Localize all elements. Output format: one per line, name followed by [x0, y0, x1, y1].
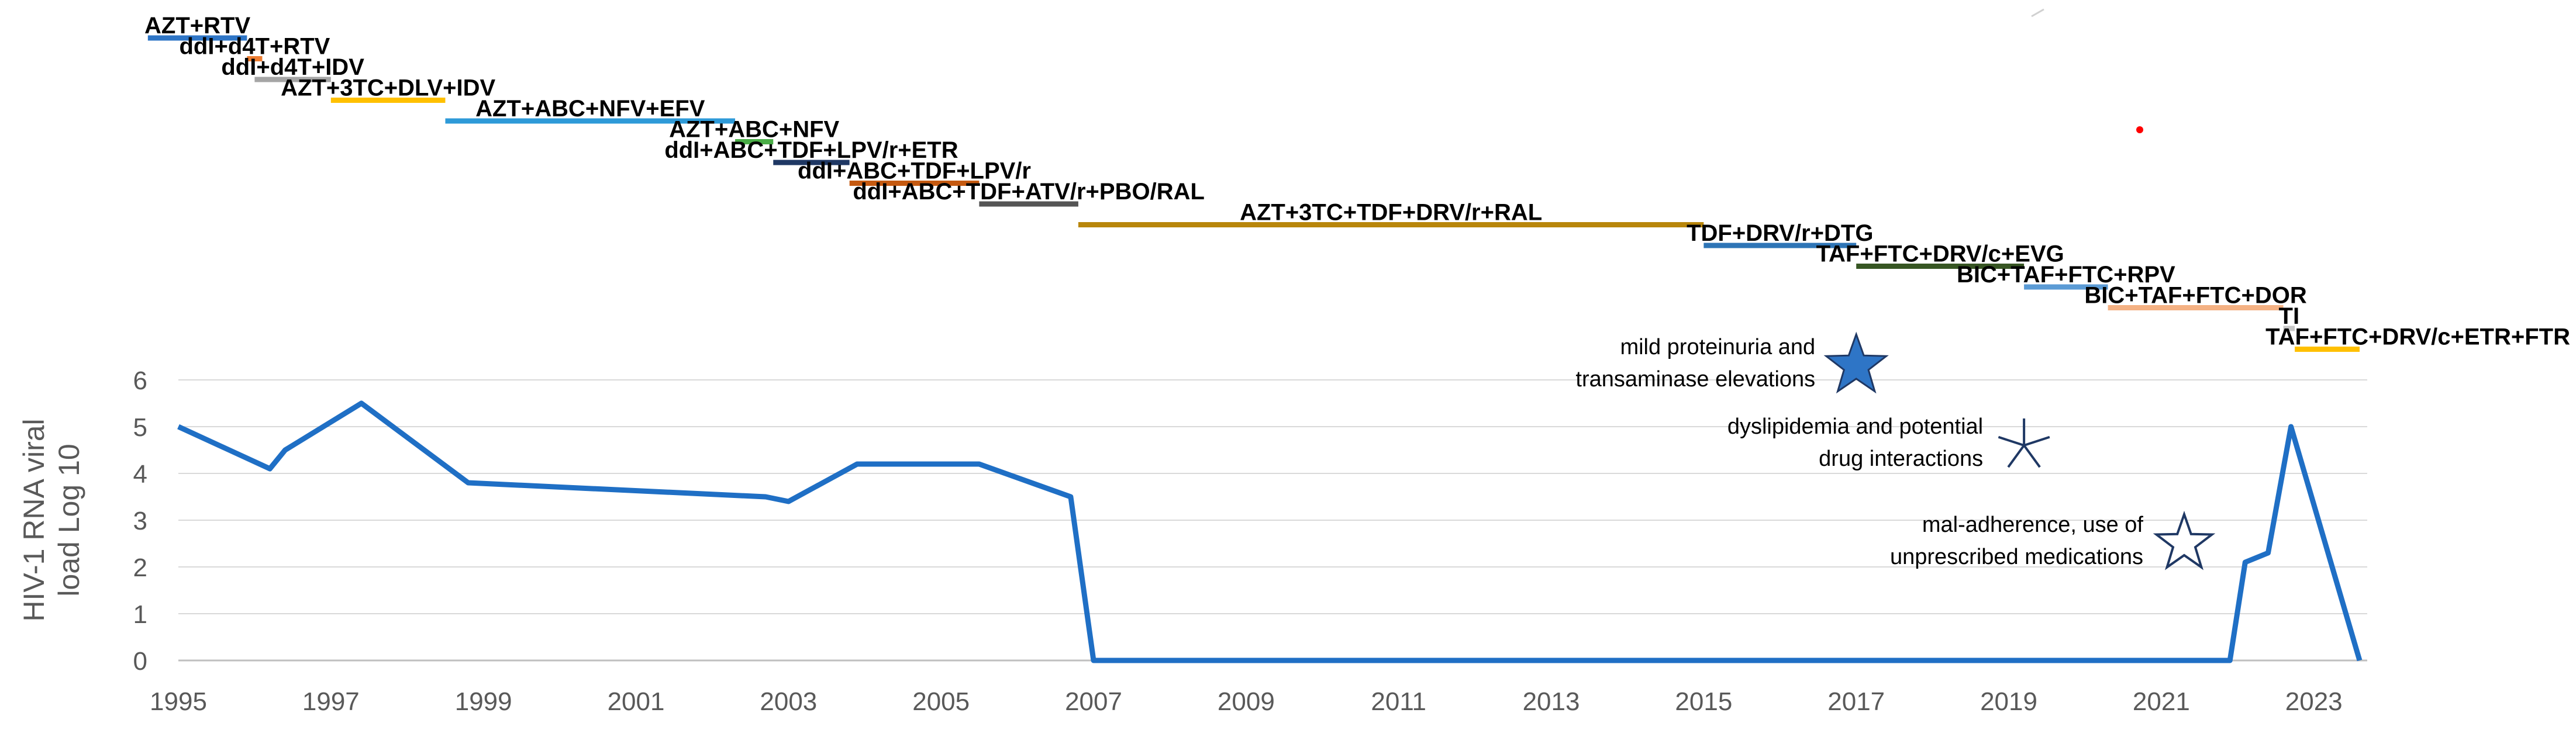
asterisk-stroke: [2024, 445, 2040, 467]
x-tick-label: 1999: [455, 687, 512, 716]
y-axis-title-line: HIV-1 RNA viral: [18, 418, 50, 621]
stray-gray-stroke: [2032, 9, 2044, 16]
regimen-label: BIC+TAF+FTC+DOR: [2084, 283, 2307, 309]
x-tick-label: 2019: [1980, 687, 2037, 716]
outline-star-icon: [2156, 514, 2212, 568]
asterisk-icon: [1998, 418, 2049, 467]
x-tick-label: 2015: [1675, 687, 1732, 716]
asterisk-stroke: [2024, 437, 2050, 445]
x-tick-label: 2011: [1371, 687, 1426, 716]
annotation-text: unprescribed medications: [1890, 545, 2143, 569]
regimen-timeline: AZT+RTVddI+d4T+RTVddI+d4T+IDVAZT+3TC+DLV…: [144, 13, 2570, 350]
regimen-label: TAF+FTC+DRV/c+ETR+FTR: [2265, 324, 2570, 350]
y-tick-label: 6: [133, 366, 147, 395]
axes: 0 1 2 3 4 5 6 1995 1997 1999 2001 2003 2005 2007 2009 2…: [18, 366, 2343, 716]
asterisk-stroke: [2008, 445, 2024, 467]
x-tick-label: 2003: [760, 687, 817, 716]
regimen-label: AZT+3TC+DLV+IDV: [281, 75, 495, 101]
annotation-text: drug interactions: [1819, 447, 1983, 471]
annotation-text: dyslipidemia and potential: [1727, 414, 1983, 439]
filled-star-icon: [1826, 334, 1887, 392]
y-tick-label: 5: [133, 413, 147, 442]
x-tick-label: 2009: [1218, 687, 1275, 716]
asterisk-stroke: [1998, 437, 2024, 445]
y-axis-title-line: load Log 10: [53, 444, 85, 596]
x-tick-label: 1997: [302, 687, 360, 716]
x-tick-label: 1995: [150, 687, 207, 716]
x-tick-label: 2023: [2285, 687, 2343, 716]
y-tick-label: 3: [133, 507, 147, 535]
annotation-text: mal-adherence, use of: [1922, 513, 2144, 537]
regimen-label: ddI+ABC+TDF+ATV/r+PBO/RAL: [853, 179, 1205, 205]
y-tick-label: 0: [133, 647, 147, 676]
x-tick-label: 2017: [1827, 687, 1885, 716]
regimen-label: AZT+3TC+TDF+DRV/r+RAL: [1240, 200, 1542, 226]
annotations: mild proteinuria and transaminase elevati…: [1575, 334, 2212, 569]
x-tick-label: 2005: [912, 687, 970, 716]
annotation-text: mild proteinuria and: [1620, 335, 1815, 359]
stray-red-dot: [2136, 126, 2143, 133]
y-tick-label: 4: [133, 460, 147, 489]
x-tick-label: 2007: [1065, 687, 1122, 716]
y-tick-label: 1: [133, 600, 147, 629]
x-tick-label: 2013: [1523, 687, 1580, 716]
x-tick-label: 2001: [608, 687, 665, 716]
annotation-text: transaminase elevations: [1575, 367, 1815, 392]
x-tick-label: 2021: [2133, 687, 2190, 716]
y-tick-label: 2: [133, 553, 147, 582]
